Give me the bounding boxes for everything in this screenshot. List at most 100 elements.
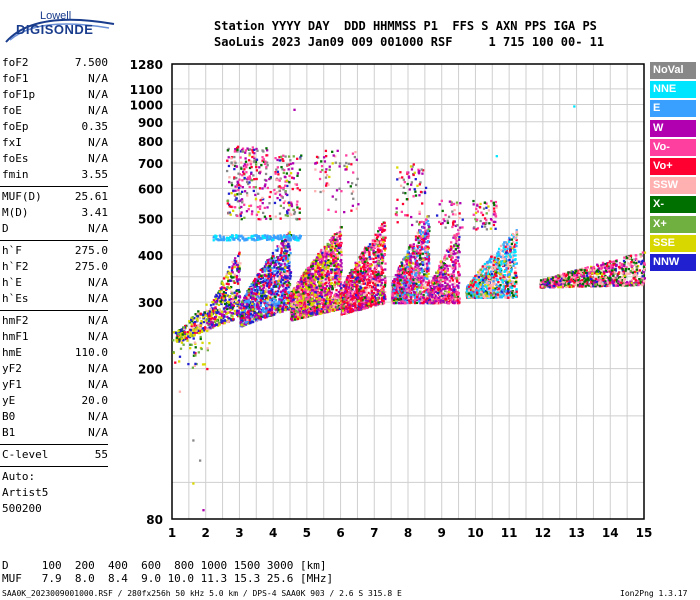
echo-point [212, 311, 215, 314]
echo-point [384, 297, 387, 301]
echo-point [180, 328, 183, 331]
echo-point [278, 273, 282, 276]
echo-point [304, 278, 307, 282]
echo-point [253, 285, 256, 289]
echo-point [324, 269, 327, 273]
logo-text-digisonde: DIGISONDE [16, 22, 94, 37]
echo-point [356, 283, 359, 286]
echo-point [348, 306, 351, 309]
echo-point [205, 309, 208, 312]
echo-point [305, 274, 309, 277]
echo-point [406, 250, 409, 253]
echo-point [236, 280, 239, 283]
echo-point [314, 262, 317, 266]
echo-point [223, 286, 226, 290]
echo-point [376, 276, 379, 279]
echo-point [361, 252, 364, 255]
echo-point [254, 292, 257, 295]
echo-point [370, 297, 373, 301]
echo-point [234, 257, 237, 260]
echo-point [334, 256, 338, 259]
echo-point [188, 320, 191, 323]
echo-point [415, 275, 418, 279]
echo-point [310, 264, 313, 267]
param-name: foF1 [2, 72, 29, 85]
echo-point [333, 264, 336, 267]
echo-point [179, 330, 183, 333]
echo-point [268, 264, 271, 268]
echo-point [358, 280, 361, 283]
echo-point [427, 288, 430, 291]
echo-point [376, 235, 379, 238]
echo-point [284, 239, 288, 242]
echo-point [288, 261, 291, 264]
echo-point [196, 331, 199, 334]
echo-point [335, 272, 338, 275]
echo-point [296, 286, 300, 290]
echo-point [380, 299, 384, 303]
echo-point [383, 221, 386, 224]
echo-point [378, 280, 381, 283]
echo-point [324, 293, 327, 297]
echo-point [404, 270, 407, 273]
echo-point [279, 267, 282, 271]
param-name: hmE [2, 346, 22, 359]
echo-point [220, 302, 223, 306]
echo-point [260, 284, 263, 288]
x-tick-label: 10 [467, 526, 484, 540]
echo-point [366, 283, 369, 287]
echo-point [283, 262, 286, 265]
echo-point [368, 299, 371, 303]
echo-point [257, 312, 261, 315]
echo-point [210, 312, 213, 316]
echo-point [326, 270, 329, 273]
echo-point [197, 324, 200, 327]
echo-point [411, 293, 414, 296]
echo-point [220, 286, 224, 289]
echo-point [413, 278, 416, 282]
echo-point [254, 288, 257, 292]
echo-point [329, 278, 332, 282]
echo-point [315, 300, 318, 303]
echo-point [356, 276, 360, 279]
echo-point [350, 291, 353, 294]
echo-point [339, 234, 343, 237]
echo-point [276, 290, 280, 293]
echo-point [331, 307, 334, 310]
echo-point [234, 261, 237, 265]
echo-point [346, 276, 349, 279]
echo-point [231, 300, 234, 303]
echo-point [267, 306, 270, 309]
echo-point [343, 281, 346, 285]
echo-point [214, 317, 217, 321]
echo-point [306, 272, 310, 275]
echo-point [311, 275, 315, 278]
echo-point [364, 286, 367, 289]
echo-point [224, 306, 228, 309]
echo-point [284, 257, 287, 260]
echo-point [280, 263, 283, 266]
param-row: foF2 7.500 [2, 56, 108, 72]
echo-point [357, 278, 360, 281]
echo-point [229, 301, 232, 304]
echo-point [289, 271, 292, 275]
echo-point [222, 319, 225, 323]
echo-point [366, 268, 369, 271]
echo-point [347, 294, 351, 297]
echo-point [248, 318, 251, 322]
echo-point [227, 283, 230, 286]
param-name: h`E [2, 276, 22, 289]
echo-point [329, 268, 333, 271]
echo-point [275, 302, 278, 305]
echo-point [335, 282, 339, 285]
echo-point [381, 254, 384, 257]
echo-point [333, 247, 337, 250]
echo-point [320, 308, 323, 311]
echo-point [210, 323, 213, 326]
echo-point [247, 296, 250, 299]
echo-point [300, 280, 303, 283]
echo-point [383, 224, 386, 228]
echo-point [273, 306, 276, 309]
echo-point [218, 308, 221, 312]
echo-point [361, 272, 364, 275]
